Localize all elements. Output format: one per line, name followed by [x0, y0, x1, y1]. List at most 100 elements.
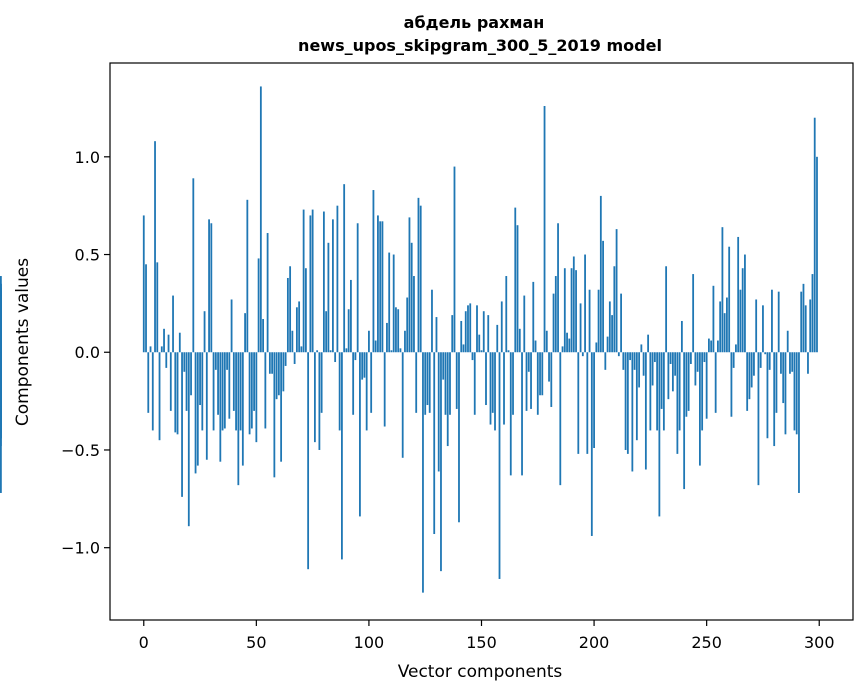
- bar-4: [151, 352, 154, 431]
- bar-29: [208, 219, 210, 353]
- bar-91: [347, 309, 350, 353]
- bar-180: [548, 352, 550, 382]
- bar-255: [717, 340, 719, 353]
- bar-220: [638, 352, 641, 388]
- bar-296: [809, 299, 812, 353]
- bar-238: [678, 352, 681, 431]
- bar-46: [246, 199, 249, 353]
- bar-90: [345, 348, 348, 353]
- bar-96: [359, 352, 361, 517]
- bar-184: [557, 223, 559, 353]
- bar-297: [811, 274, 814, 353]
- bar-54: [264, 352, 267, 429]
- bar-208: [611, 315, 613, 353]
- bar-206: [606, 336, 609, 353]
- bar-265: [739, 289, 742, 353]
- bar-275: [762, 305, 764, 353]
- bar-18: [183, 352, 186, 372]
- bar-167: [518, 328, 521, 353]
- bar-168: [521, 352, 523, 476]
- bar-45: [244, 313, 246, 353]
- bar-80: [322, 211, 325, 353]
- bar-284: [782, 352, 785, 404]
- bar-72: [304, 268, 307, 353]
- bar-243: [689, 352, 692, 364]
- bar-202: [597, 289, 600, 353]
- bar-165: [514, 207, 517, 353]
- bar-254: [714, 352, 717, 413]
- bar-30: [210, 223, 213, 353]
- bar-113: [397, 309, 400, 353]
- bar-179: [545, 330, 548, 353]
- bar-12: [169, 352, 172, 411]
- bar-141: [460, 320, 463, 353]
- bar-131: [437, 352, 440, 472]
- bar-162: [507, 350, 510, 353]
- bar-294: [804, 305, 807, 353]
- bar-207: [608, 301, 611, 353]
- bar-209: [613, 266, 616, 353]
- plot-frame: [109, 62, 854, 621]
- bar-256: [719, 301, 722, 353]
- bar-120: [413, 276, 415, 353]
- bar-161: [505, 276, 508, 353]
- bar-70: [300, 346, 303, 353]
- bar-87: [338, 352, 341, 431]
- bar-213: [622, 352, 625, 370]
- bar-114: [399, 348, 402, 353]
- bar-140: [458, 352, 460, 523]
- bar-123: [419, 205, 422, 353]
- bar-149: [478, 334, 481, 353]
- bar-195: [581, 352, 584, 357]
- bar-138: [453, 166, 456, 353]
- bar-26: [201, 352, 204, 431]
- bar-185: [559, 352, 562, 486]
- bar-79: [320, 352, 323, 413]
- bar-52: [259, 86, 262, 353]
- bar-143: [464, 311, 467, 353]
- x-tick-label: 100: [354, 633, 385, 652]
- bar-94: [354, 352, 357, 361]
- bar-104: [377, 215, 379, 353]
- bar-73: [307, 352, 310, 570]
- bar-153: [487, 315, 490, 353]
- bar-3: [149, 346, 152, 353]
- bar-100: [368, 330, 370, 353]
- bar-13: [172, 295, 174, 353]
- x-tick-label: 200: [579, 633, 610, 652]
- bar-undefined: [0, 352, 2, 407]
- bar-196: [584, 254, 586, 353]
- bar-10: [165, 352, 168, 368]
- bar-98: [363, 352, 366, 378]
- bar-158: [498, 352, 501, 579]
- bar-221: [640, 344, 643, 353]
- bar-273: [757, 352, 760, 486]
- bar-171: [527, 352, 530, 372]
- bar-112: [395, 307, 397, 353]
- bar-234: [669, 352, 672, 364]
- bar-236: [674, 352, 677, 376]
- bar-235: [671, 352, 674, 392]
- bars-group: [0, 86, 818, 593]
- bar-166: [516, 225, 519, 353]
- bar-97: [361, 352, 364, 380]
- bar-56: [268, 352, 271, 374]
- bar-92: [350, 279, 352, 353]
- bar-269: [748, 352, 751, 400]
- bar-230: [660, 352, 663, 409]
- bar-226: [651, 352, 654, 386]
- bar-198: [588, 289, 591, 353]
- bar-121: [415, 352, 418, 413]
- bar-274: [759, 352, 762, 368]
- bar-190: [570, 268, 573, 353]
- bar-122: [417, 197, 420, 353]
- bar-216: [629, 352, 631, 361]
- bar-146: [471, 352, 474, 361]
- x-tick-label: 50: [246, 633, 266, 652]
- bar-127: [428, 352, 431, 413]
- bar-5: [154, 141, 156, 353]
- bar-77: [316, 350, 319, 353]
- bar-150: [480, 350, 483, 353]
- bar-192: [575, 270, 577, 353]
- bar-88: [341, 352, 343, 560]
